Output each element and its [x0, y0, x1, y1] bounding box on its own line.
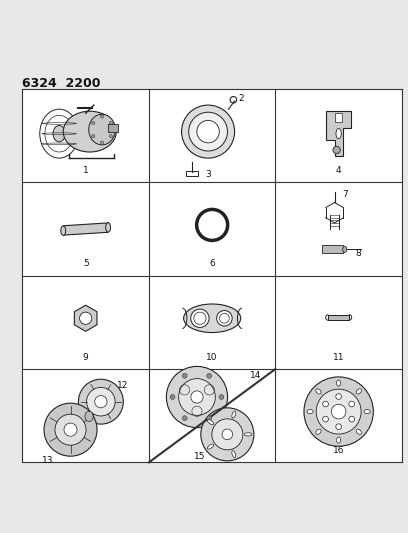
Circle shape	[182, 373, 187, 378]
Circle shape	[349, 401, 355, 407]
Text: 3: 3	[205, 170, 211, 179]
Ellipse shape	[356, 389, 361, 394]
Bar	[335, 113, 342, 122]
Circle shape	[201, 408, 254, 461]
Circle shape	[170, 394, 175, 399]
Ellipse shape	[197, 120, 220, 143]
Ellipse shape	[336, 128, 341, 139]
Bar	[149, 276, 275, 369]
Bar	[275, 276, 402, 369]
Text: 7: 7	[342, 190, 348, 199]
Ellipse shape	[89, 114, 115, 145]
Circle shape	[336, 394, 341, 399]
Circle shape	[44, 403, 97, 456]
Ellipse shape	[337, 437, 341, 443]
Bar	[149, 182, 275, 276]
Ellipse shape	[307, 409, 313, 414]
Circle shape	[316, 389, 361, 434]
Bar	[22, 182, 149, 276]
Bar	[22, 276, 149, 369]
Circle shape	[109, 122, 113, 125]
Ellipse shape	[333, 146, 340, 154]
Circle shape	[331, 404, 346, 419]
Ellipse shape	[61, 226, 66, 236]
Circle shape	[207, 416, 212, 421]
Circle shape	[323, 416, 328, 422]
Bar	[108, 124, 118, 132]
Ellipse shape	[244, 433, 252, 436]
Ellipse shape	[316, 389, 321, 394]
Text: 6324  2200: 6324 2200	[22, 77, 101, 90]
Circle shape	[323, 401, 328, 407]
Ellipse shape	[85, 411, 93, 422]
Circle shape	[336, 424, 341, 430]
Ellipse shape	[184, 304, 241, 333]
Circle shape	[80, 312, 92, 325]
Circle shape	[222, 429, 233, 440]
Ellipse shape	[207, 444, 214, 449]
Circle shape	[91, 122, 95, 125]
Circle shape	[109, 134, 113, 138]
Ellipse shape	[182, 105, 235, 158]
Bar	[22, 369, 149, 462]
Ellipse shape	[63, 111, 116, 152]
Circle shape	[212, 419, 243, 450]
Circle shape	[182, 416, 187, 421]
Circle shape	[100, 141, 104, 144]
Text: 5: 5	[83, 260, 89, 268]
Bar	[186, 171, 198, 176]
Text: 15: 15	[194, 452, 205, 461]
Ellipse shape	[188, 112, 228, 151]
Ellipse shape	[106, 223, 111, 232]
Ellipse shape	[53, 125, 65, 142]
Circle shape	[64, 423, 77, 436]
Text: 6: 6	[209, 260, 215, 268]
Circle shape	[100, 115, 104, 118]
Bar	[22, 89, 149, 182]
Circle shape	[86, 387, 115, 416]
Ellipse shape	[191, 309, 209, 327]
Text: 13: 13	[42, 456, 54, 465]
Text: 12: 12	[117, 381, 129, 390]
Bar	[149, 89, 275, 182]
Text: 11: 11	[333, 353, 344, 362]
Bar	[275, 182, 402, 276]
Ellipse shape	[316, 429, 321, 434]
Circle shape	[191, 391, 203, 403]
Ellipse shape	[356, 429, 361, 434]
Text: 16: 16	[333, 446, 344, 455]
Circle shape	[207, 373, 212, 378]
Text: 14: 14	[250, 371, 262, 380]
Text: 4: 4	[336, 166, 341, 175]
Text: 8: 8	[355, 249, 361, 258]
Ellipse shape	[217, 311, 232, 326]
Circle shape	[219, 394, 224, 399]
Ellipse shape	[337, 380, 341, 386]
Text: 9: 9	[83, 353, 89, 362]
Bar	[149, 369, 275, 462]
Circle shape	[55, 414, 86, 445]
Ellipse shape	[207, 419, 214, 425]
Circle shape	[78, 379, 123, 424]
Circle shape	[179, 378, 215, 415]
Polygon shape	[74, 305, 97, 332]
Circle shape	[166, 366, 228, 427]
Circle shape	[91, 134, 95, 138]
Text: 1: 1	[83, 166, 89, 175]
Circle shape	[349, 416, 355, 422]
Ellipse shape	[232, 411, 236, 418]
Polygon shape	[63, 223, 108, 235]
Bar	[275, 89, 402, 182]
Polygon shape	[326, 111, 351, 156]
Ellipse shape	[364, 409, 370, 414]
Text: 2: 2	[239, 94, 244, 103]
Text: 10: 10	[206, 353, 218, 362]
Circle shape	[304, 377, 373, 446]
Circle shape	[95, 395, 107, 408]
Bar	[322, 245, 343, 254]
Ellipse shape	[343, 246, 347, 253]
Bar	[328, 314, 349, 320]
Bar	[275, 369, 402, 462]
Ellipse shape	[232, 450, 236, 458]
